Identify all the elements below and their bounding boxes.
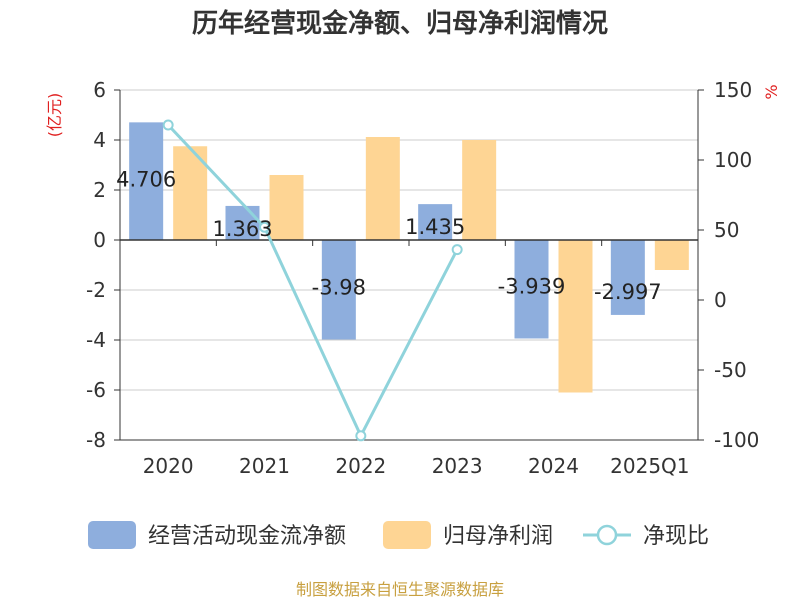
profit-bar-1 xyxy=(269,175,304,240)
x-tick-label-1: 2021 xyxy=(239,454,290,478)
cashflow-bar-4 xyxy=(514,240,549,339)
cashflow-data-label-1: 1.363 xyxy=(212,217,272,241)
left-tick-label-7: -8 xyxy=(86,428,106,452)
left-axis-unit: (亿元) xyxy=(45,93,64,138)
legend: 经营活动现金流净额 归母净利润 净现比 xyxy=(88,521,709,549)
cashflow-data-label-5: -2.997 xyxy=(594,280,662,304)
legend-swatch-cashflow xyxy=(88,521,136,549)
left-tick-label-3: 0 xyxy=(93,228,106,252)
chart-title: 历年经营现金净额、归母净利润情况 xyxy=(192,8,608,39)
cashflow-bar-1 xyxy=(225,205,260,240)
legend-label-ratio: 净现比 xyxy=(643,524,709,549)
bars xyxy=(129,122,689,393)
cashflow-data-label-4: -3.939 xyxy=(498,274,566,298)
axes: 6 4 2 0 -2 -4 -6 -8 150 100 50 0 -50 -100 2020 2021 2022… xyxy=(86,78,759,478)
data-labels: 4.706 1.363 -3.98 1.435 -3.939 -2.997 xyxy=(116,167,662,304)
profit-bar-4 xyxy=(558,240,593,393)
cashflow-bar-0 xyxy=(129,122,164,240)
right-tick-label-4: -50 xyxy=(714,358,747,382)
right-tick-label-0: 150 xyxy=(714,78,752,102)
x-tick-label-5: 2025Q1 xyxy=(610,454,689,478)
legend-swatch-profit xyxy=(383,521,431,549)
right-tick-label-1: 100 xyxy=(714,148,752,172)
x-tick-label-4: 2024 xyxy=(528,454,579,478)
ratio-point-3 xyxy=(451,244,463,256)
ratio-point-2 xyxy=(355,430,367,442)
cashflow-bar-3 xyxy=(418,204,453,240)
left-tick-label-4: -2 xyxy=(86,278,106,302)
cashflow-data-label-3: 1.435 xyxy=(405,215,465,239)
profit-bar-5 xyxy=(654,240,689,270)
legend-label-profit: 归母净利润 xyxy=(443,524,553,549)
profit-bar-2 xyxy=(365,137,400,240)
cashflow-data-label-2: -3.98 xyxy=(312,276,366,300)
x-tick-label-0: 2020 xyxy=(143,454,194,478)
legend-label-cashflow: 经营活动现金流净额 xyxy=(148,524,346,549)
profit-bar-3 xyxy=(462,140,497,240)
cashflow-bar-2 xyxy=(321,240,356,340)
ratio-point-0 xyxy=(162,119,174,131)
legend-swatch-ratio-marker xyxy=(596,524,618,546)
left-tick-label-0: 6 xyxy=(93,78,106,102)
right-tick-label-2: 50 xyxy=(714,218,739,242)
ratio-line xyxy=(162,119,463,442)
source-note: 制图数据来自恒生聚源数据库 xyxy=(296,580,504,599)
right-tick-label-3: 0 xyxy=(714,288,727,312)
right-tick-label-5: -100 xyxy=(714,428,759,452)
cashflow-data-label-0: 4.706 xyxy=(116,167,176,191)
x-tick-label-2: 2022 xyxy=(335,454,386,478)
left-tick-label-5: -4 xyxy=(86,328,106,352)
right-axis-unit: % xyxy=(762,84,781,99)
ratio-point-1 xyxy=(259,221,270,233)
ratio-line-path xyxy=(167,123,459,440)
left-tick-label-2: 2 xyxy=(93,178,106,202)
x-tick-label-3: 2023 xyxy=(432,454,483,478)
left-tick-label-1: 4 xyxy=(93,128,106,152)
cashflow-bar-5 xyxy=(610,240,645,315)
left-tick-label-6: -6 xyxy=(86,378,106,402)
